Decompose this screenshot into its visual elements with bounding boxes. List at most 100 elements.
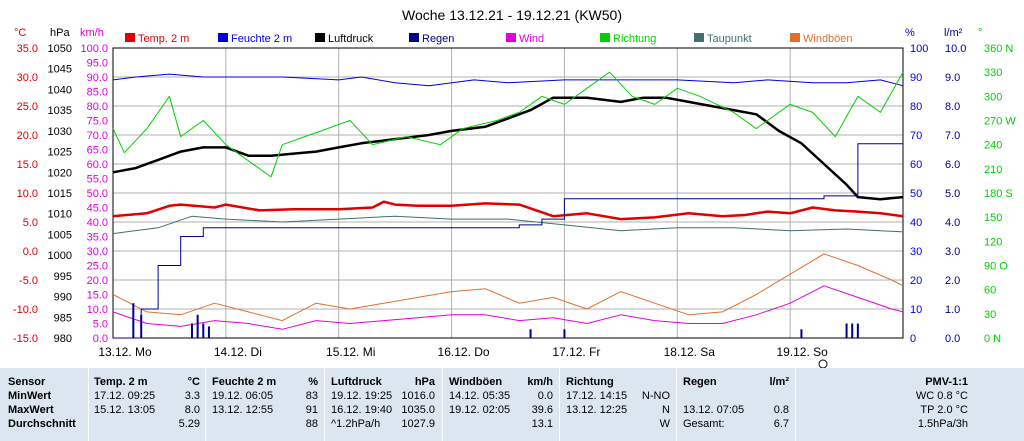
table-header-unit: km/h <box>527 376 553 388</box>
plot-frame <box>112 47 904 339</box>
table-cell-value: N <box>662 404 670 416</box>
table-cell-pmv: TP 2.0 °C <box>920 404 968 416</box>
legend-swatch <box>125 33 135 42</box>
rain-bar <box>132 303 135 338</box>
direction-tick-label: 300 <box>984 91 1002 103</box>
pressure-tick-label: 1050 <box>48 43 72 55</box>
table-cell-value: 0.0 <box>537 390 553 402</box>
legend-label: Richtung <box>613 33 656 45</box>
wind-tick-label: 100.0 <box>80 43 108 55</box>
weather-chart: Woche 13.12.21 - 19.12.21 (KW50) Temp. 2… <box>13 7 1016 369</box>
legend-label: Regen <box>422 33 454 45</box>
humidity-tick-label: 20 <box>910 275 922 287</box>
x-tick-label: 19.12. So <box>776 345 828 359</box>
wind-tick-label: 60.0 <box>87 159 108 171</box>
direction-tick-label: 360 N <box>984 43 1013 55</box>
clock-icon <box>818 359 828 369</box>
x-tick-label: 14.12. Di <box>214 345 262 359</box>
table-row-label: MinWert <box>8 390 52 402</box>
table-cell-pmv: WC 0.8 °C <box>915 390 968 402</box>
table-cell-value: 91 <box>305 404 318 416</box>
pressure-tick-label: 995 <box>54 271 72 283</box>
series-direction-line <box>112 71 904 178</box>
table-cell-value: 1035.0 <box>401 404 435 416</box>
pressure-tick-label: 1035 <box>48 105 72 117</box>
legend-swatch <box>506 33 516 42</box>
table-cell-value: 88 <box>305 418 318 430</box>
rain-tick-label: 0.0 <box>945 333 960 345</box>
rain-bar <box>563 329 566 338</box>
rain-tick-label: 9.0 <box>945 72 960 84</box>
table-header-pmv: PMV-1:1 <box>925 376 968 388</box>
pressure-tick-label: 1030 <box>48 126 72 138</box>
table-cell-value: 13.1 <box>531 418 553 430</box>
direction-tick-label: 210 <box>984 164 1002 176</box>
direction-tick-label: 60 <box>984 285 996 297</box>
table-cell-time: 17.12. 14:15 <box>566 390 628 402</box>
table-cell-time: Gesamt: <box>683 418 725 430</box>
wind-tick-label: 35.0 <box>87 232 108 244</box>
wind-tick-label: 80.0 <box>87 101 108 113</box>
axis-unit-labels: °C hPa km/h% l/m² ° <box>14 27 982 39</box>
rain-bar <box>207 326 210 338</box>
table-cell-value: 83 <box>305 390 318 402</box>
series-temp-line <box>112 200 904 221</box>
series-dewpoint-line <box>112 215 904 235</box>
pressure-tick-label: 980 <box>54 333 72 345</box>
rain-bar <box>140 314 143 338</box>
wind-tick-label: 40.0 <box>87 217 108 229</box>
series-gusts-line <box>112 253 904 322</box>
wind-tick-label: 15.0 <box>87 290 108 302</box>
wind-tick-label: 5.0 <box>93 319 108 331</box>
humidity-tick-label: 100 <box>910 43 928 55</box>
table-cell-time: 17.12. 09:25 <box>94 390 156 402</box>
wind-tick-label: 75.0 <box>87 116 108 128</box>
table-header-unit: °C <box>187 376 200 388</box>
wind-tick-label: 20.0 <box>87 275 108 287</box>
table-cell-time: 13.12. 12:25 <box>566 404 628 416</box>
rain-tick-label: 7.0 <box>945 130 960 142</box>
pressure-tick-label: 1040 <box>48 84 72 96</box>
legend-swatch <box>600 33 610 42</box>
temp-tick-label: 25.0 <box>17 101 38 113</box>
wind-tick-label: 55.0 <box>87 174 108 186</box>
table-cell-value: 5.29 <box>178 418 200 430</box>
temp-tick-label: 0.0 <box>23 246 38 258</box>
series-regen-cumulative <box>113 143 903 339</box>
rain-tick-label: 10.0 <box>945 43 966 55</box>
direction-tick-label: 30 <box>984 309 996 321</box>
wind-tick-label: 95.0 <box>87 58 108 70</box>
rain-tick-label: 1.0 <box>945 304 960 316</box>
legend-swatch <box>790 33 800 42</box>
rain-tick-label: 2.0 <box>945 275 960 287</box>
humidity-tick-label: 30 <box>910 246 922 258</box>
humidity-tick-label: 50 <box>910 188 922 200</box>
table-cell-pmv: 1.5hPa/3h <box>917 418 968 430</box>
wind-tick-label: 10.0 <box>87 304 108 316</box>
legend-swatch <box>694 33 704 42</box>
pressure-tick-label: 985 <box>54 312 72 324</box>
rain-bar <box>191 323 193 338</box>
table-cell-value: N-NO <box>641 390 670 402</box>
table-header-label: Richtung <box>566 376 614 388</box>
table-cell-value: 1027.9 <box>401 418 435 430</box>
rain-bar <box>851 323 854 338</box>
temp-tick-label: -15.0 <box>13 333 38 345</box>
wind-tick-label: 45.0 <box>87 203 108 215</box>
wind-tick-label: 0.0 <box>93 333 108 345</box>
humidity-tick-label: 60 <box>910 159 922 171</box>
chart-plot-area <box>112 71 904 339</box>
table-cell-value: 39.6 <box>531 404 553 416</box>
temp-tick-label: 10.0 <box>17 188 38 200</box>
table-row-label: Durchschnitt <box>8 418 76 430</box>
table-header-sensor: Sensor <box>8 376 46 388</box>
pressure-tick-label: 1025 <box>48 147 72 159</box>
pressure-tick-label: 1010 <box>48 209 72 221</box>
rain-tick-label: 3.0 <box>945 246 960 258</box>
series-humidity-line <box>112 73 904 87</box>
humidity-tick-label: 10 <box>910 304 922 316</box>
wind-tick-label: 25.0 <box>87 261 108 273</box>
pressure-tick-label: 1045 <box>48 64 72 76</box>
legend-swatch <box>409 33 419 42</box>
